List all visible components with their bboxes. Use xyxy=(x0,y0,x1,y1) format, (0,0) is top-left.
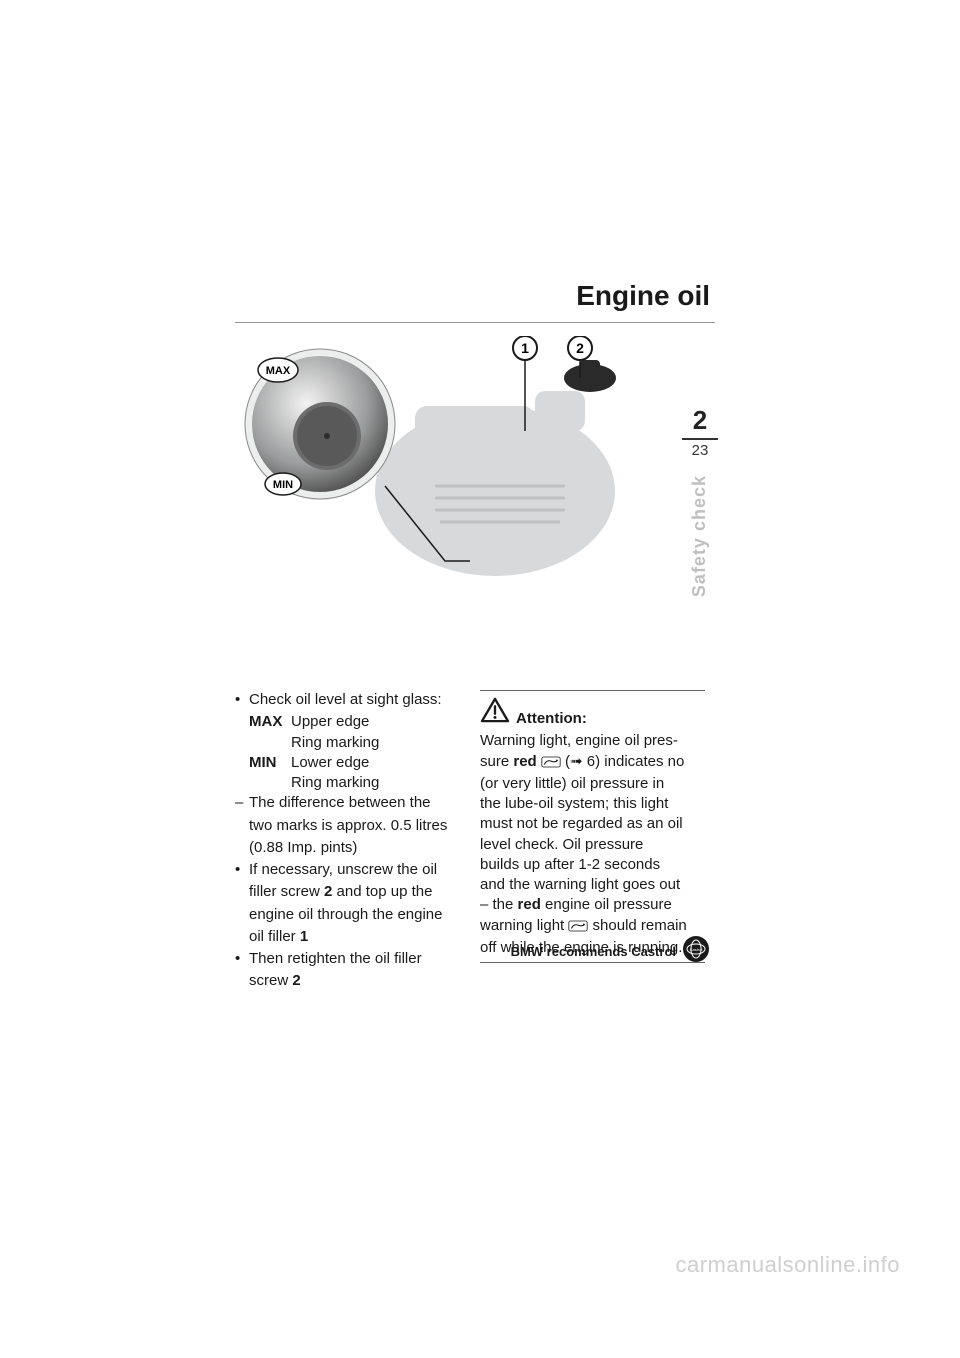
def-val: Upper edge xyxy=(291,712,460,732)
def-val: Ring marking xyxy=(291,773,460,793)
text-line: the lube-oil system; this light xyxy=(480,794,705,814)
text-line: – the red engine oil pressure xyxy=(480,895,705,915)
text-line: filler screw 2 and top up the xyxy=(249,882,460,902)
bullet-icon: • xyxy=(235,860,249,880)
bullet-icon: • xyxy=(235,949,249,969)
text-line: sure red (➟ 6) indicates no xyxy=(480,752,705,774)
page-number: 23 xyxy=(680,442,720,459)
text-line: Warning light, engine oil pres- xyxy=(480,731,705,751)
engine-oil-illustration: MAX MIN 1 2 xyxy=(235,336,635,596)
text-line: two marks is approx. 0.5 litres xyxy=(249,816,460,836)
text-line: level check. Oil pressure xyxy=(480,835,705,855)
text-line: builds up after 1-2 seconds xyxy=(480,855,705,875)
text-line: screw 2 xyxy=(249,971,460,991)
warning-triangle-icon xyxy=(480,697,510,729)
text-line: Check oil level at sight glass: xyxy=(249,690,460,710)
text-line: If necessary, unscrew the oil xyxy=(249,860,460,880)
min-label: MIN xyxy=(273,479,293,491)
svg-text:Castrol: Castrol xyxy=(690,947,703,952)
dash-icon: – xyxy=(235,793,249,813)
callout-1: 1 xyxy=(521,340,529,356)
castrol-logo-icon: Castrol xyxy=(682,935,710,968)
section-side-label: Safety check xyxy=(689,475,710,597)
text-line: oil filler 1 xyxy=(249,927,460,947)
chapter-number: 2 xyxy=(680,405,720,436)
text-line: and the warning light goes out xyxy=(480,875,705,895)
page-title: Engine oil xyxy=(576,280,710,312)
text-line: (or very little) oil pressure in xyxy=(480,774,705,794)
title-rule xyxy=(235,322,715,323)
attention-rule-top xyxy=(480,690,705,691)
left-column: •Check oil level at sight glass: MAXUppe… xyxy=(235,690,460,994)
text-line: engine oil through the engine xyxy=(249,905,460,925)
def-val: Lower edge xyxy=(291,753,460,773)
text-line: must not be regarded as an oil xyxy=(480,814,705,834)
attention-heading: Attention: xyxy=(480,697,705,729)
chapter-tab: 2 23 xyxy=(680,405,720,459)
text-line: The difference between the xyxy=(249,793,460,813)
recommend-row: BMW recommends Castrol Castrol xyxy=(480,935,710,968)
def-val: Ring marking xyxy=(291,733,460,753)
def-key: MAX xyxy=(249,712,291,732)
footer-watermark: carmanualsonline.info xyxy=(675,1252,900,1278)
recommend-text: BMW recommends Castrol xyxy=(511,944,676,959)
bullet-icon: • xyxy=(235,690,249,710)
attention-label: Attention: xyxy=(516,709,587,729)
text-line: (0.88 Imp. pints) xyxy=(249,838,460,858)
oil-can-icon xyxy=(541,754,561,774)
callout-2: 2 xyxy=(576,340,584,356)
chapter-divider xyxy=(682,438,718,440)
text-line: Then retighten the oil filler xyxy=(249,949,460,969)
def-key: MIN xyxy=(249,753,291,773)
right-column: Attention: Warning light, engine oil pre… xyxy=(480,690,705,963)
max-label: MAX xyxy=(266,365,291,377)
